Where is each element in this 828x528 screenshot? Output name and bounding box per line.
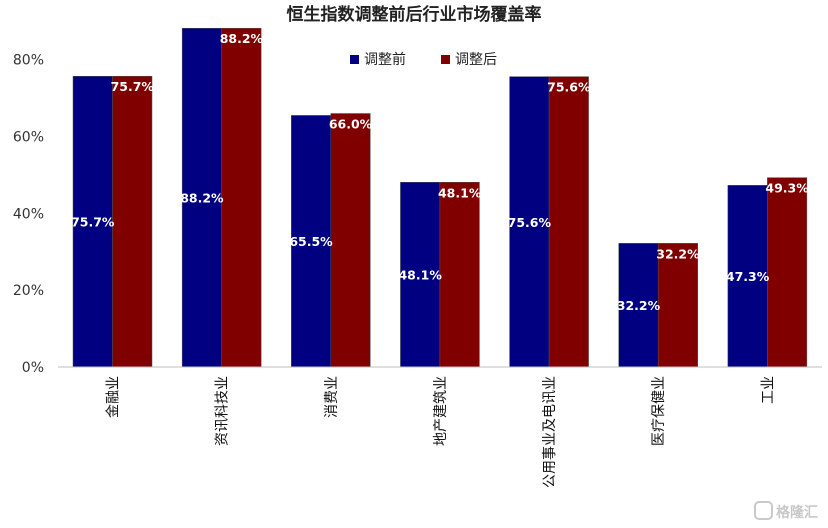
bar-before [727,185,768,368]
y-tick-label: 80% [13,53,44,69]
data-label-after: 32.2% [656,246,700,261]
x-axis-categories: 金融业 资讯科技业 消费业 地产建筑业 公用事业及电讯业 医疗保健业 工业 [106,376,777,488]
x-category-label: 工业 [760,376,776,404]
watermark-logo-icon [754,501,773,520]
y-axis: 0% 20% 40% 60% 80% [13,53,44,376]
bar-before [181,27,222,368]
data-label-before: 65.5% [289,234,333,249]
legend-label-before: 调整前 [364,51,406,68]
data-label-before: 75.6% [508,215,552,230]
data-label-after: 48.1% [438,185,482,200]
x-category-label: 地产建筑业 [433,376,449,446]
bar-before [72,75,113,368]
data-label-before: 32.2% [617,298,661,313]
legend-swatch-after [441,55,450,64]
watermark-text: 格隆汇 [776,504,818,521]
bars-group [72,27,808,368]
bar-after [657,243,698,368]
data-label-after: 88.2% [220,31,264,46]
legend-label-after: 调整后 [455,52,497,68]
data-label-before: 47.3% [726,269,770,284]
y-tick-label: 20% [13,283,44,299]
bar-after [330,113,371,368]
bar-after [548,76,589,368]
data-label-after: 75.6% [547,80,591,95]
bar-before [291,115,332,368]
watermark: 格隆汇 [754,501,818,521]
data-label-after: 66.0% [329,117,373,132]
x-category-label: 消费业 [324,376,340,418]
y-tick-label: 0% [22,360,44,376]
bar-after [221,27,262,368]
x-category-label: 医疗保健业 [651,376,667,446]
chart-title: 恒生指数调整前后行业市场覆盖率 [287,4,542,25]
bar-after [112,75,153,368]
x-category-label: 金融业 [106,376,122,418]
bar-after [767,177,808,368]
data-label-before: 88.2% [180,191,224,206]
data-label-after: 75.7% [111,79,155,94]
data-label-before: 48.1% [398,268,442,283]
x-category-label: 公用事业及电讯业 [542,376,558,488]
x-category-label: 资讯科技业 [215,376,231,446]
legend: 调整前 调整后 [350,51,497,68]
legend-swatch-before [350,55,359,64]
data-label-after: 49.3% [765,181,809,196]
y-tick-label: 40% [13,206,44,222]
y-tick-label: 60% [13,130,44,146]
data-label-before: 75.7% [71,215,115,230]
data-labels-group: 75.7% 75.7% 88.2% 88.2% 65.5% 66.0% 48.1% 48.1%… [71,31,809,313]
bar-after [439,182,480,368]
